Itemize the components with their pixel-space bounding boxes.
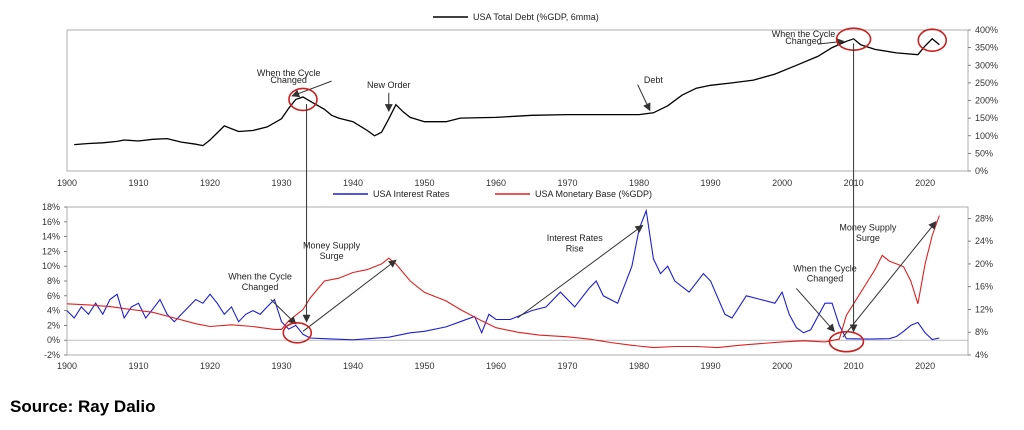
annotation-arrow	[517, 224, 644, 319]
annotation-arrow	[302, 259, 397, 332]
x-tick-label: 2010	[844, 361, 864, 371]
y-tick-label: 300%	[975, 60, 998, 70]
annotation-arrow	[270, 299, 297, 325]
legend-label-debt: USA Total Debt (%GDP, 6mma)	[473, 12, 599, 22]
annotation-arrow	[291, 80, 332, 98]
rates-base-chart: 1900 1910 1920 1930 1940 1950 1960 1970 1980 1990…	[42, 189, 993, 371]
legend-label-rates: USA Interest Rates	[373, 189, 450, 199]
x-tick-label: 1990	[701, 178, 721, 188]
annotation-text: Changed	[785, 36, 822, 46]
x-tick-label: 2000	[772, 178, 792, 188]
x-tick-label: 1920	[200, 178, 220, 188]
y-left-tick-label: 10%	[42, 261, 60, 271]
y-tick-label: 250%	[975, 78, 998, 88]
y-tick-label: 50%	[975, 148, 993, 158]
x-tick-label: 1910	[128, 178, 148, 188]
y-tick-label: 100%	[975, 131, 998, 141]
highlight-circle	[282, 321, 313, 344]
y-left-tick-label: 12%	[42, 246, 60, 256]
figure: 1900 1910 1920 1930 1940 1950 1960 1970 1980 1990…	[42, 12, 998, 371]
x-tick-label: 1920	[200, 361, 220, 371]
x-tick-label: 2020	[915, 361, 935, 371]
y-tick-label: 350%	[975, 43, 998, 53]
x-tick-label: 1950	[415, 178, 435, 188]
highlight-circle	[828, 330, 865, 353]
y-right-tick-label: 16%	[975, 282, 993, 292]
y-right-tick-label: 20%	[975, 259, 993, 269]
y-left-tick-label: 8%	[47, 276, 60, 286]
annotation-text: Changed	[242, 282, 279, 292]
x-tick-label: 1900	[57, 178, 77, 188]
x-tick-label: 1950	[415, 361, 435, 371]
annotation-text: Changed	[807, 274, 844, 284]
x-tick-label: 2000	[772, 361, 792, 371]
x-tick-label: 1990	[701, 361, 721, 371]
annotation-arrow	[842, 221, 937, 338]
y-tick-label: 400%	[975, 25, 998, 35]
y-left-tick-label: 6%	[47, 291, 60, 301]
annotation-text: Debt	[644, 75, 664, 85]
y-left-tick-label: 2%	[47, 320, 60, 330]
series-line-rates	[66, 208, 940, 341]
series-line-debt	[74, 37, 940, 147]
y-tick-label: 150%	[975, 113, 998, 123]
y-left-tick-label: 4%	[47, 306, 60, 316]
x-tick-label: 1940	[343, 178, 363, 188]
x-tick-label: 1960	[486, 361, 506, 371]
annotation-text: Surge	[320, 251, 344, 261]
series-line-base	[66, 215, 940, 349]
y-tick-label: 0%	[975, 166, 988, 176]
x-tick-label: 1960	[486, 178, 506, 188]
y-right-tick-label: 12%	[975, 304, 993, 314]
x-tick-label: 1980	[629, 178, 649, 188]
annotation-text: Money Supply	[839, 223, 897, 233]
annotation-text: Rise	[566, 243, 584, 253]
plot-frame	[66, 29, 969, 172]
highlight-circle	[917, 28, 948, 53]
debt-chart: 1900 1910 1920 1930 1940 1950 1960 1970 1980 1990…	[57, 12, 998, 188]
annotation-text: Surge	[856, 233, 880, 243]
source-label: Source: Ray Dalio	[10, 397, 156, 416]
annotation-text: When the Cycle	[793, 263, 857, 273]
annotation-text: Changed	[270, 75, 307, 85]
annotation-arrow	[817, 38, 845, 47]
x-tick-label: 2020	[915, 178, 935, 188]
highlight-circle	[288, 87, 318, 112]
x-tick-label: 1930	[272, 361, 292, 371]
annotation-text: When the Cycle	[228, 272, 292, 282]
y-left-tick-label: 18%	[42, 202, 60, 212]
y-left-tick-label: 0%	[47, 335, 60, 345]
y-right-tick-label: 4%	[975, 350, 988, 360]
x-tick-label: 1900	[57, 361, 77, 371]
y-left-tick-label: 14%	[42, 232, 60, 242]
y-left-tick-label: 16%	[42, 217, 60, 227]
legend-label-base: USA Monetary Base (%GDP)	[535, 189, 652, 199]
annotation-text: When the Cycle	[772, 29, 836, 39]
annotation-arrow	[796, 288, 835, 333]
x-tick-label: 1910	[128, 361, 148, 371]
x-tick-label: 1930	[272, 178, 292, 188]
x-tick-label: 1970	[558, 361, 578, 371]
x-tick-label: 1940	[343, 361, 363, 371]
y-right-tick-label: 24%	[975, 236, 993, 246]
y-right-tick-label: 8%	[975, 327, 988, 337]
annotation-text: Money Supply	[303, 240, 361, 250]
y-right-tick-label: 28%	[975, 213, 993, 223]
x-tick-label: 1980	[629, 361, 649, 371]
y-left-tick-label: -2%	[44, 350, 60, 360]
annotation-arrow	[637, 84, 651, 112]
y-tick-label: 200%	[975, 96, 998, 106]
annotation-text: When the Cycle	[257, 68, 321, 78]
x-tick-label: 1970	[558, 178, 578, 188]
annotation-text: New Order	[367, 80, 411, 90]
annotation-text: Interest Rates	[547, 233, 604, 243]
